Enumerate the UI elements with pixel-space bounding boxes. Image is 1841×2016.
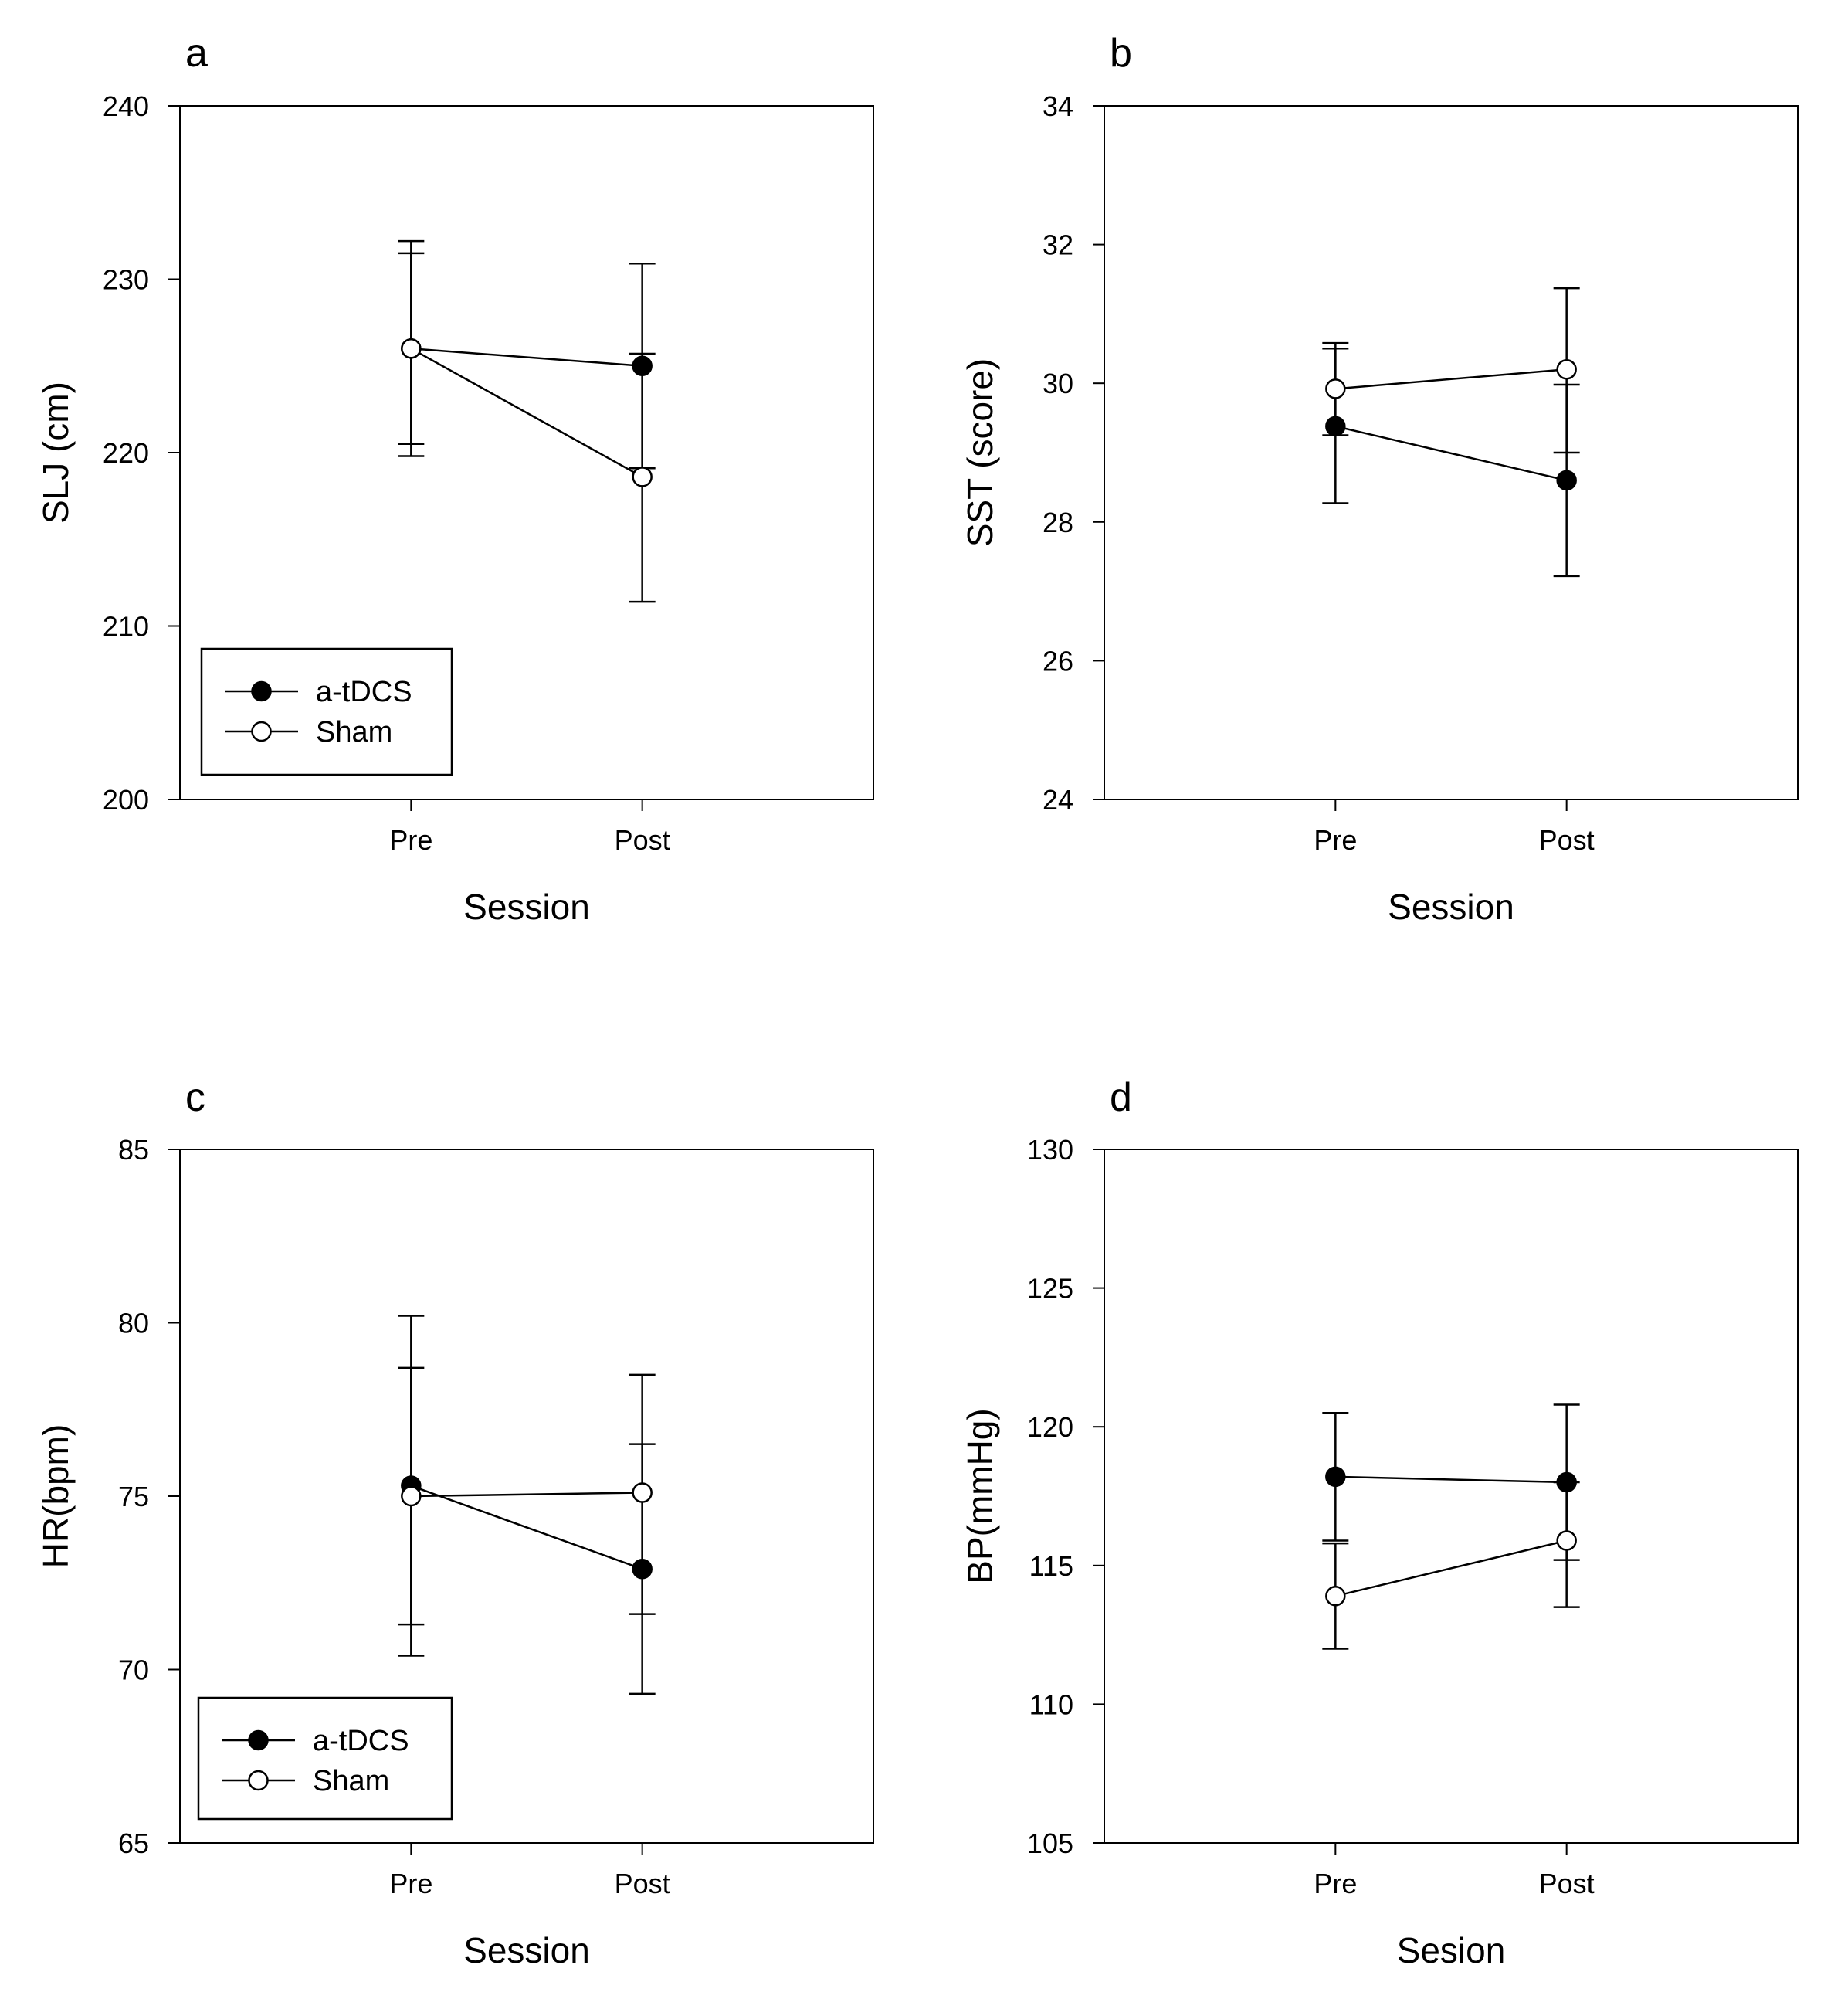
data-point bbox=[1325, 416, 1346, 437]
data-point bbox=[1556, 1471, 1577, 1493]
series-line bbox=[411, 348, 642, 367]
x-tick-label: Pre bbox=[389, 824, 432, 856]
data-point bbox=[1325, 378, 1346, 399]
y-tick-label: 34 bbox=[1043, 90, 1073, 122]
panel-label: a bbox=[185, 31, 208, 76]
x-tick-label: Post bbox=[1539, 1868, 1595, 1899]
data-point bbox=[632, 1559, 653, 1580]
y-axis-title: BP(mmHg) bbox=[960, 1408, 1000, 1583]
y-axis-title: SLJ (cm) bbox=[36, 382, 76, 524]
x-axis-title: Session bbox=[1388, 887, 1514, 927]
y-tick-label: 24 bbox=[1043, 784, 1073, 816]
y-tick-label: 200 bbox=[103, 784, 149, 816]
y-tick-label: 220 bbox=[103, 437, 149, 469]
legend-marker bbox=[248, 1770, 269, 1791]
y-tick-label: 105 bbox=[1027, 1828, 1073, 1859]
series-line bbox=[1335, 1475, 1567, 1484]
panel-c: c 65 70 75 80 85 Pre Post Session HR(bpm) a-tDCS Sh… bbox=[36, 1075, 874, 1970]
y-tick-label: 240 bbox=[103, 90, 149, 122]
data-point bbox=[632, 467, 653, 487]
legend-marker bbox=[248, 1729, 269, 1751]
data-point bbox=[1556, 470, 1577, 491]
x-tick-label: Pre bbox=[1314, 824, 1357, 856]
series-line bbox=[1335, 425, 1567, 482]
legend-label: a-tDCS bbox=[316, 676, 412, 708]
legend: a-tDCS Sham bbox=[200, 647, 453, 776]
y-tick-label: 26 bbox=[1043, 645, 1073, 677]
panel-d: d 105 110 115 120 125 130 Pre Post Sesion BP(mmHg) bbox=[960, 1075, 1799, 1970]
legend-marker bbox=[251, 680, 272, 702]
y-tick-label: 65 bbox=[118, 1828, 149, 1859]
y-tick-label: 32 bbox=[1043, 229, 1073, 261]
x-axis-title: Sesion bbox=[1397, 1930, 1506, 1970]
y-tick-label: 110 bbox=[1029, 1688, 1073, 1720]
x-tick-label: Pre bbox=[389, 1868, 432, 1899]
y-tick-label: 85 bbox=[118, 1134, 149, 1166]
x-tick-label: Post bbox=[615, 1868, 670, 1899]
y-tick-label: 130 bbox=[1027, 1134, 1073, 1166]
series-line bbox=[410, 348, 643, 478]
series-line bbox=[1335, 1539, 1567, 1597]
legend-marker bbox=[251, 721, 272, 742]
series-line bbox=[410, 1485, 643, 1570]
legend-label: Sham bbox=[313, 1765, 389, 1797]
y-tick-label: 30 bbox=[1043, 368, 1073, 399]
series-line bbox=[1335, 368, 1567, 390]
plot-frame bbox=[1104, 105, 1799, 800]
y-tick-label: 80 bbox=[118, 1308, 149, 1339]
data-point bbox=[401, 1485, 422, 1507]
data-point bbox=[401, 338, 422, 359]
x-tick-label: Post bbox=[615, 824, 670, 856]
y-tick-label: 125 bbox=[1027, 1273, 1073, 1305]
panel-label: c bbox=[185, 1075, 205, 1120]
data-point bbox=[1325, 1466, 1346, 1488]
plot-frame bbox=[1104, 1149, 1799, 1844]
y-tick-label: 28 bbox=[1043, 507, 1073, 538]
y-axis-title: SST (score) bbox=[960, 358, 1000, 548]
y-tick-label: 70 bbox=[118, 1655, 149, 1686]
data-point bbox=[1556, 358, 1577, 380]
panel-label: d bbox=[1110, 1075, 1132, 1120]
panel-a: a 200 210 220 230 240 Pre Post Session SLJ (cm) a-… bbox=[36, 31, 874, 927]
series-line bbox=[411, 1492, 642, 1498]
legend-label: Sham bbox=[316, 716, 392, 748]
y-tick-label: 120 bbox=[1027, 1411, 1073, 1443]
panel-b: b 24 26 28 30 32 34 Pre Post Session SST (score) bbox=[960, 31, 1799, 927]
x-axis-title: Session bbox=[463, 1930, 590, 1970]
legend-label: a-tDCS bbox=[313, 1725, 409, 1757]
y-axis-title: HR(bpm) bbox=[36, 1424, 76, 1569]
data-point bbox=[632, 1482, 653, 1503]
x-tick-label: Pre bbox=[1314, 1868, 1357, 1899]
panel-label: b bbox=[1110, 31, 1132, 76]
data-point bbox=[632, 355, 653, 376]
x-tick-label: Post bbox=[1539, 824, 1595, 856]
legend-box bbox=[197, 1696, 453, 1821]
x-axis-title: Session bbox=[463, 887, 590, 927]
y-tick-label: 75 bbox=[118, 1481, 149, 1512]
data-point bbox=[1556, 1530, 1577, 1551]
legend-box bbox=[200, 647, 453, 776]
legend: a-tDCS Sham bbox=[197, 1696, 453, 1821]
data-point bbox=[1325, 1586, 1346, 1607]
y-tick-label: 230 bbox=[103, 264, 149, 296]
y-tick-label: 210 bbox=[103, 611, 149, 643]
y-tick-label: 115 bbox=[1029, 1550, 1073, 1582]
